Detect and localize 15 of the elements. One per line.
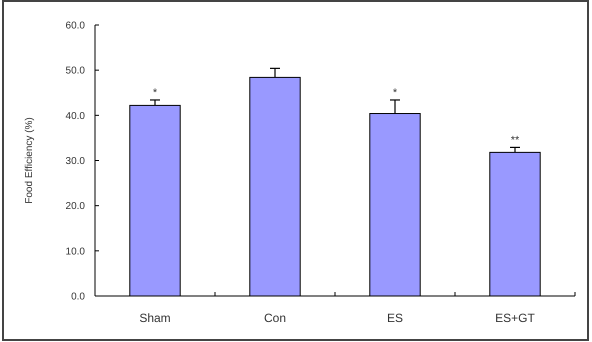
y-tick-label: 60.0 bbox=[66, 20, 86, 32]
x-tick-label: ES bbox=[386, 311, 404, 325]
y-tick-label: 50.0 bbox=[66, 66, 86, 77]
y-tick-label: 20.0 bbox=[66, 201, 86, 212]
annotation: ** bbox=[510, 134, 520, 146]
x-tick-label: ES+GT bbox=[495, 311, 536, 325]
y-tick-label: 10.0 bbox=[66, 246, 86, 258]
annotation: * bbox=[392, 86, 398, 99]
y-tick-label: 40.0 bbox=[66, 110, 86, 122]
y-tick-label: 30.0 bbox=[66, 156, 86, 167]
y-axis-title: Food Efficiency (%) bbox=[24, 117, 35, 204]
x-tick-label: Con bbox=[264, 311, 286, 325]
y-tick-label: 0.0 bbox=[71, 292, 86, 302]
annotation: * bbox=[152, 86, 158, 99]
x-tick-label: Sham bbox=[139, 311, 171, 325]
